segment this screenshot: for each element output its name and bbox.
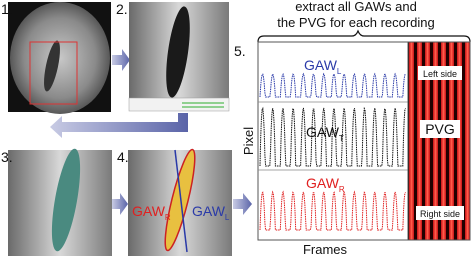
panel-label: 3. [1, 149, 13, 165]
pvg-title: PVG [425, 121, 455, 137]
label-main: GAW [306, 175, 340, 191]
trace-label: GAWR [306, 175, 345, 194]
label-sub: R [339, 185, 345, 194]
pvg-label-box [420, 120, 460, 138]
plot [257, 41, 409, 241]
pvg-top-label: Left side [423, 69, 457, 79]
label-main: GAW [132, 203, 166, 219]
panel-label: 2. [116, 1, 128, 17]
roi-box [29, 41, 78, 105]
y-axis-label: Pixel [241, 127, 256, 155]
pvg-label-box [416, 206, 464, 220]
waveform [259, 190, 406, 231]
waveform [259, 106, 407, 167]
header-line: extract all GAWs and [295, 0, 417, 14]
arrow [50, 113, 188, 138]
brace [257, 29, 471, 43]
label-main: GAW [306, 124, 340, 140]
pvg-label-box [418, 66, 462, 80]
panel-label: 5. [234, 43, 246, 59]
gaw-left-label: GAWR [132, 203, 171, 222]
label-main: GAW [304, 57, 338, 73]
arrow [112, 193, 128, 215]
label-sub: L [225, 213, 230, 222]
waveform [259, 72, 406, 98]
trace-label: GAWL [304, 57, 342, 76]
segmentation [164, 148, 196, 252]
gaw-right-label: GAWL [192, 203, 230, 222]
glottis [166, 6, 190, 98]
trace-label: GAWT [306, 124, 344, 143]
segmentation [51, 148, 81, 252]
x-axis-label: Frames [303, 242, 348, 257]
toolbar [128, 97, 230, 112]
pvg-bottom-label: Right side [420, 209, 460, 219]
label-sub: L [337, 67, 342, 76]
label-main: GAW [192, 203, 226, 219]
midline [174, 149, 188, 253]
image-1-view [10, 2, 110, 114]
header-line: the PVG for each recording [277, 15, 435, 30]
label-sub: R [165, 213, 171, 222]
arrow [112, 49, 130, 71]
glottis [44, 40, 60, 92]
panel-label: 4. [117, 149, 129, 165]
panel-label: 1. [1, 1, 13, 17]
label-sub: T [339, 134, 344, 143]
arrow [233, 193, 252, 215]
